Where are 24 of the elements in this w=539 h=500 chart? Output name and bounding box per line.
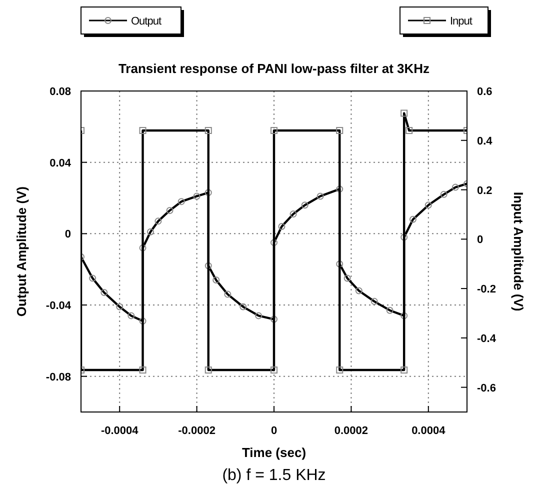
y2-tick-label: -0.6 — [477, 382, 496, 394]
y2-tick-label: -0.2 — [477, 284, 496, 296]
y-axis-title: Output Amplitude (V) — [14, 186, 29, 317]
chart-title: Transient response of PANI low-pass filter at 3KHz — [118, 61, 430, 76]
x-tick-label: 0.0002 — [334, 425, 368, 437]
y-tick-label: -0.08 — [46, 371, 71, 384]
y2-axis-title: Input Amplitude (V) — [511, 192, 526, 312]
x-tick-label: 0 — [270, 425, 278, 437]
legend-label: Output — [131, 16, 162, 28]
y-tick-label: 0.08 — [50, 86, 71, 98]
y2-tick-label: 0.2 — [477, 184, 492, 197]
text: (b) f = 1.5 KHz — [222, 467, 326, 484]
x-tick-label: 0.0004 — [412, 425, 446, 437]
y-tick-label: 0 — [64, 228, 71, 241]
x-tick-label: -0.0002 — [178, 425, 216, 437]
x-tick-label: -0.0004 — [100, 425, 140, 437]
y-tick-label: 0.04 — [50, 157, 72, 170]
y2-tick-label: 0.4 — [477, 135, 494, 148]
y2-tick-label: -0.4 — [477, 332, 497, 345]
y2-tick-label: 0.6 — [477, 86, 492, 98]
y-tick-label: -0.04 — [46, 300, 72, 312]
legend-label: Input — [450, 16, 472, 28]
y2-tick-label: 0 — [477, 234, 484, 246]
x-axis-title: Time (sec) — [242, 445, 306, 460]
